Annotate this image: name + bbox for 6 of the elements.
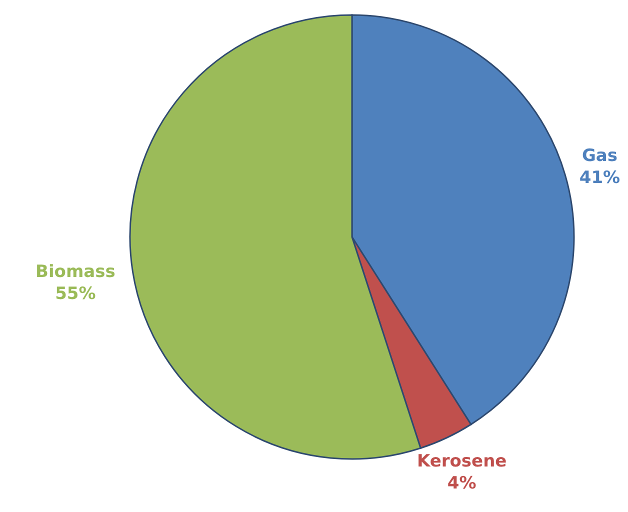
slice-label: Biomass: [36, 262, 116, 282]
slice-label: Gas: [582, 146, 618, 166]
slice-label: Kerosene: [416, 451, 507, 472]
data-label: 55%: [55, 284, 96, 304]
data-label: 41%: [579, 168, 620, 188]
data-label: 4%: [447, 473, 476, 494]
